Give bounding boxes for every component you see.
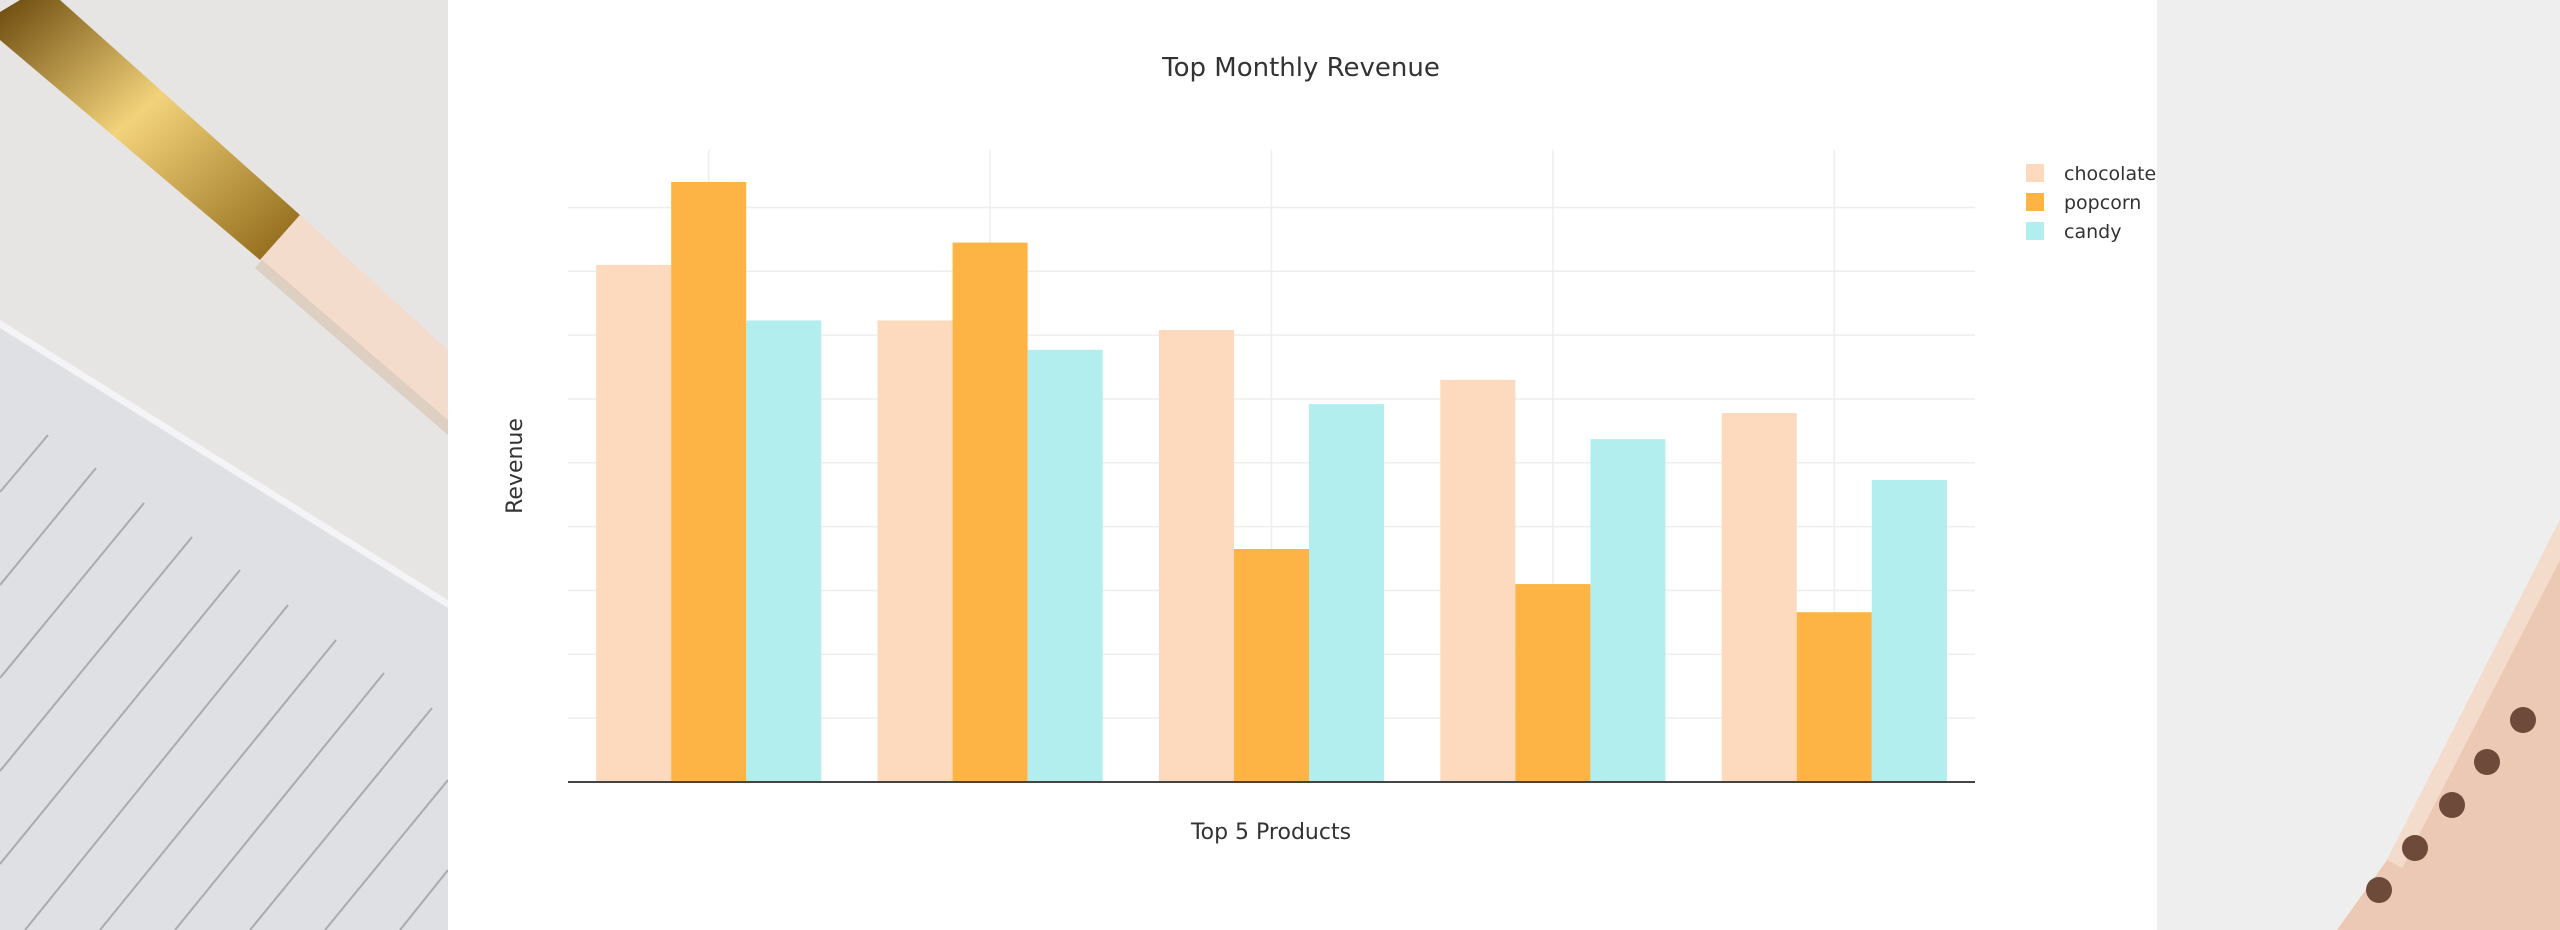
bar-chocolate-1[interactable]: [596, 264, 672, 783]
bar-candy-2[interactable]: [1027, 349, 1103, 782]
bar-chocolate-3[interactable]: [1158, 330, 1234, 782]
legend-label-popcorn[interactable]: popcorn: [2064, 192, 2141, 214]
bar-popcorn-1[interactable]: [671, 181, 747, 782]
background-desk-right: [2157, 0, 2560, 930]
background-desk-left: [0, 0, 448, 930]
x-axis-label: Top 5 Products: [1190, 820, 1351, 845]
bar-popcorn-4[interactable]: [1515, 584, 1591, 782]
y-axis-label: Revenue: [503, 418, 528, 514]
legend-swatch-candy[interactable]: [2026, 222, 2044, 240]
pen-shape: [0, 0, 448, 435]
bar-candy-4[interactable]: [1590, 439, 1666, 782]
bar-candy-5[interactable]: [1871, 480, 1947, 782]
legend-swatch-chocolate[interactable]: [2026, 164, 2044, 182]
notebook-shape: [0, 320, 448, 930]
legend-swatch-popcorn[interactable]: [2026, 193, 2044, 211]
bars: [596, 181, 1947, 783]
bar-chart: Top Monthly Revenue Top 5 Products Reven…: [503, 53, 2156, 845]
legend-label-chocolate[interactable]: chocolate: [2064, 163, 2156, 185]
legend-label-candy[interactable]: candy: [2064, 221, 2121, 243]
bar-chocolate-2[interactable]: [877, 320, 953, 782]
chart-card: Top Monthly Revenue Top 5 Products Reven…: [448, 0, 2157, 930]
bar-popcorn-3[interactable]: [1233, 548, 1310, 782]
legend: chocolate popcorn candy: [2026, 163, 2156, 243]
bar-candy-3[interactable]: [1309, 404, 1385, 782]
bar-chocolate-4[interactable]: [1440, 379, 1516, 782]
bar-popcorn-2[interactable]: [952, 242, 1028, 782]
bar-chocolate-5[interactable]: [1721, 413, 1797, 782]
bar-candy-1[interactable]: [746, 320, 822, 782]
watch-strap-shape: [2337, 520, 2560, 930]
bar-popcorn-5[interactable]: [1796, 612, 1872, 782]
chart-title: Top Monthly Revenue: [1161, 53, 1440, 83]
